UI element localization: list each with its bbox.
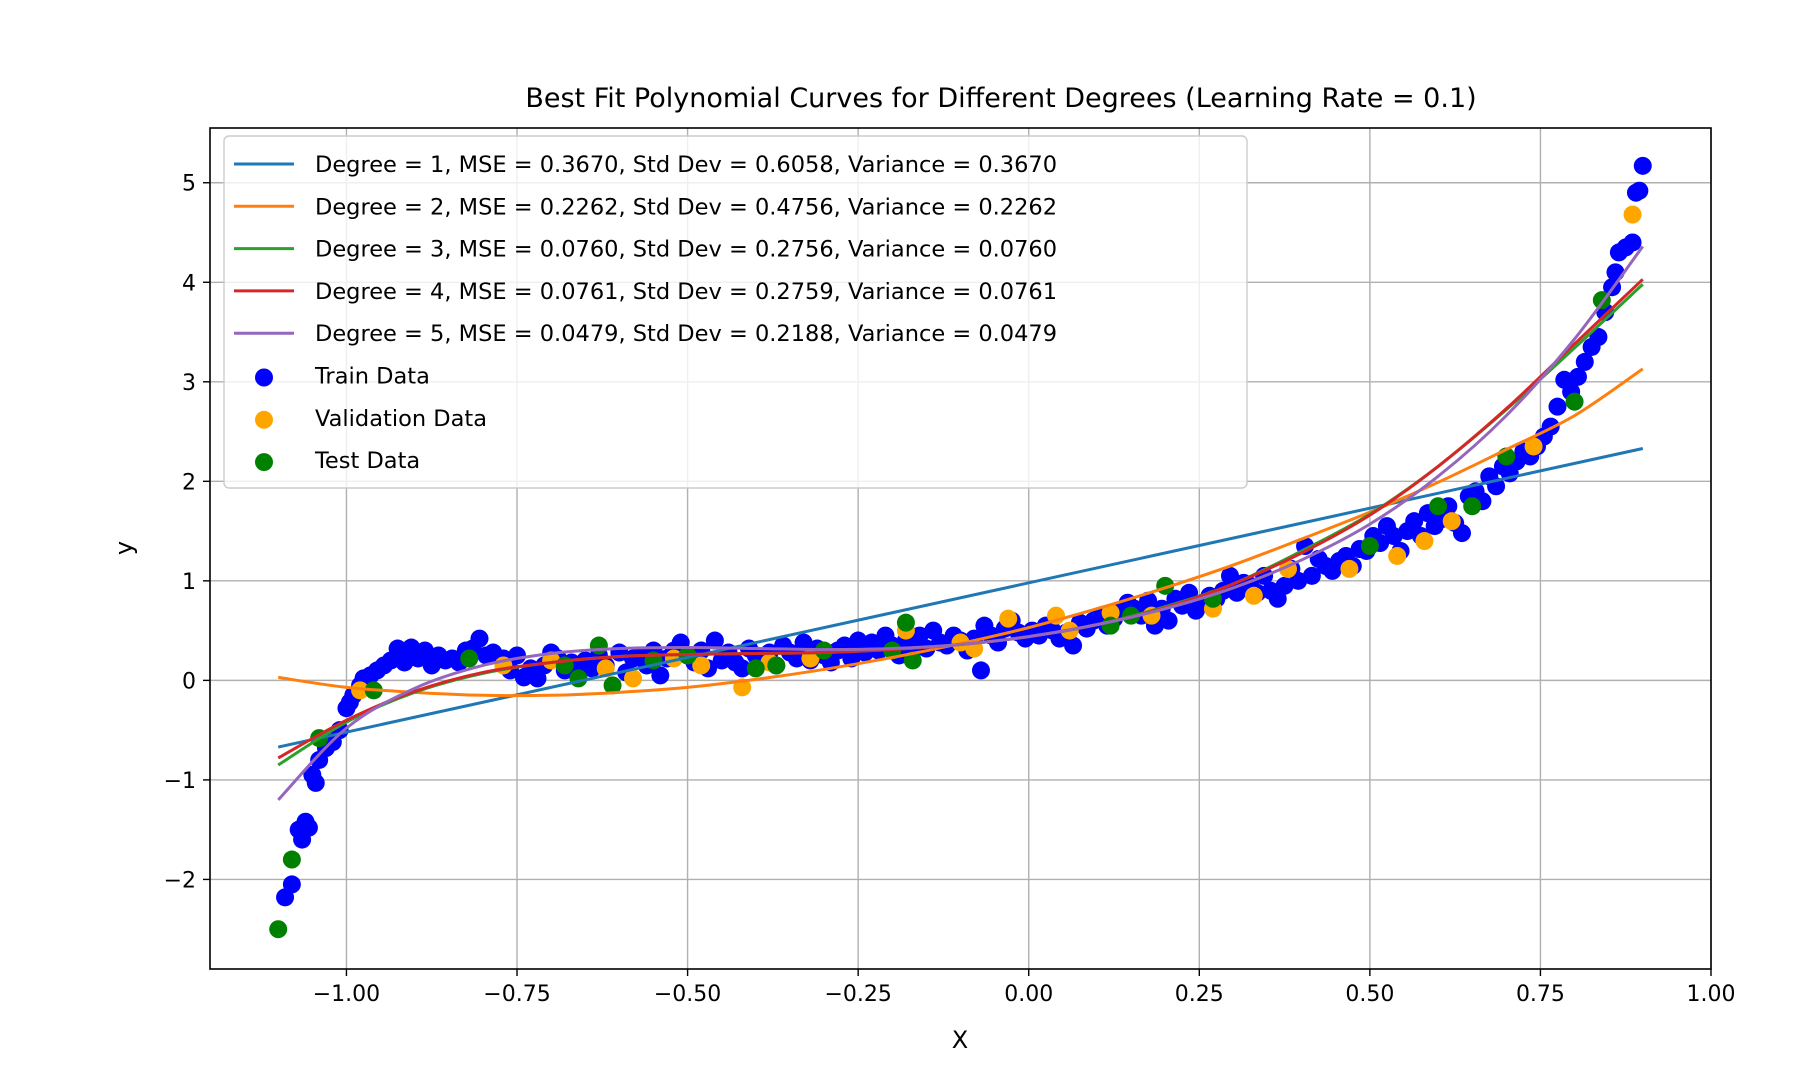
scatter-point-train-data [1568,367,1587,386]
scatter-point-train-data [705,631,724,650]
scatter-point-train-data [1289,571,1308,590]
scatter-point-train-data [388,639,407,658]
legend: Degree = 1, MSE = 0.3670, Std Dev = 0.60… [223,135,1248,489]
scatter-point-validation-data [1415,532,1434,551]
curve-degree-1 [277,447,1644,749]
curve-degree-5 [277,245,1644,801]
scatter-point-validation-data [1623,205,1642,224]
y-tick-label: 2 [182,470,196,495]
scatter-point-train-data [1630,181,1649,200]
scatter-point-train-data [1384,527,1403,546]
x-tick-label: 1.00 [1687,982,1736,1007]
scatter-point-test-data [460,649,479,668]
legend-label-validation-data: Validation Data [315,406,487,432]
scatter-point-validation-data [624,669,643,688]
y-tick-label: −1 [164,769,196,794]
tick-layer: −1.00 −0.75 −0.50 −0.25 0.00 0.25 0.50 0.75 1.00… [164,172,1736,1007]
scatter-point-test-data [269,920,288,939]
scatter-point-train-data [415,641,434,660]
scatter-point-train-data [1275,576,1294,595]
legend-label-degree-5: Degree = 5, MSE = 0.0479, Std Dev = 0.21… [315,321,1057,347]
legend-box [223,135,1248,489]
scatter-point-validation-data [542,651,561,670]
x-tick-label: 0.00 [1004,982,1053,1007]
legend-marker-validation-data [255,410,273,429]
scatter-point-train-data [1623,233,1642,252]
scatter-point-test-data [1565,392,1584,411]
scatter-point-test-data [569,669,588,688]
legend-label-degree-3: Degree = 3, MSE = 0.0760, Std Dev = 0.27… [315,237,1057,263]
scatter-point-train-data [1159,611,1178,630]
scatter-point-train-data [1220,566,1239,585]
scatter-point-train-data [1633,156,1652,175]
scatter-point-test-data [746,659,765,678]
legend-marker-train-data [255,368,273,387]
y-tick-label: 0 [182,669,196,694]
scatter-point-train-data [1064,636,1083,655]
scatter-point-train-data [306,773,325,792]
scatter-point-train-data [1606,263,1625,282]
y-tick-label: 4 [182,271,196,296]
scatter-point-train-data [282,875,301,894]
y-tick-label: 5 [182,172,196,197]
scatter-point-train-data [794,633,813,652]
y-axis-label: y [110,541,138,555]
scatter-point-train-data [299,818,318,837]
x-tick-label: −0.50 [654,982,721,1007]
x-tick-label: −0.75 [483,982,550,1007]
scatter-point-test-data [589,636,608,655]
legend-label-train-data: Train Data [314,364,430,390]
scatter-point-train-data [1548,397,1567,416]
scatter-point-train-data [1589,328,1608,347]
legend-label-degree-4: Degree = 4, MSE = 0.0761, Std Dev = 0.27… [315,279,1057,305]
scatter-point-test-data [767,656,786,675]
scatter-point-train-data [1575,352,1594,371]
scatter-point-test-data [896,613,915,632]
legend-marker-test-data [255,453,273,472]
x-tick-label: 0.75 [1516,982,1565,1007]
scatter-point-test-data [603,676,622,695]
curve-layer [277,245,1644,801]
x-tick-label: −1.00 [313,982,380,1007]
scatter-point-train-data [395,653,414,672]
scatter-point-train-data [651,666,670,685]
legend-label-degree-2: Degree = 2, MSE = 0.2262, Std Dev = 0.47… [315,194,1057,220]
scatter-point-train-data [733,659,752,678]
scatter-point-validation-data [1244,586,1263,605]
scatter-point-validation-data [692,656,711,675]
scatter-point-train-data [1302,566,1321,585]
scatter-point-test-data [1429,497,1448,516]
scatter-point-validation-data [1524,437,1543,456]
x-tick-label: 0.25 [1175,982,1224,1007]
y-tick-label: 3 [182,371,196,396]
plot-frame [209,127,1712,970]
scatter-point-train-data [989,633,1008,652]
legend-label-test-data: Test Data [314,448,420,474]
x-tick-label: 0.50 [1345,982,1394,1007]
scatter-point-train-data [1405,512,1424,531]
x-tick-label: −0.25 [824,982,891,1007]
scatter-point-validation-data [1388,546,1407,565]
y-tick-label: 1 [182,570,196,595]
scatter-point-test-data [1463,497,1482,516]
scatter-point-test-data [282,850,301,869]
scatter-point-train-data [1452,524,1471,543]
scatter-point-train-data [971,661,990,680]
scatter-point-test-data [903,651,922,670]
chart-title: Best Fit Polynomial Curves for Different… [525,83,1476,114]
scatter-point-validation-data [1101,603,1120,622]
legend-label-degree-1: Degree = 1, MSE = 0.3670, Std Dev = 0.60… [315,152,1057,178]
x-axis-label: X [952,1026,968,1054]
scatter-point-train-data [1139,591,1158,610]
scatter-point-validation-data [351,681,370,700]
scatter-point-validation-data [1442,512,1461,531]
y-tick-label: −2 [164,868,196,893]
scatter-point-train-data [470,629,489,648]
scatter-point-test-data [1360,537,1379,556]
scatter-point-validation-data [999,609,1018,628]
scatter-point-validation-data [1340,559,1359,578]
